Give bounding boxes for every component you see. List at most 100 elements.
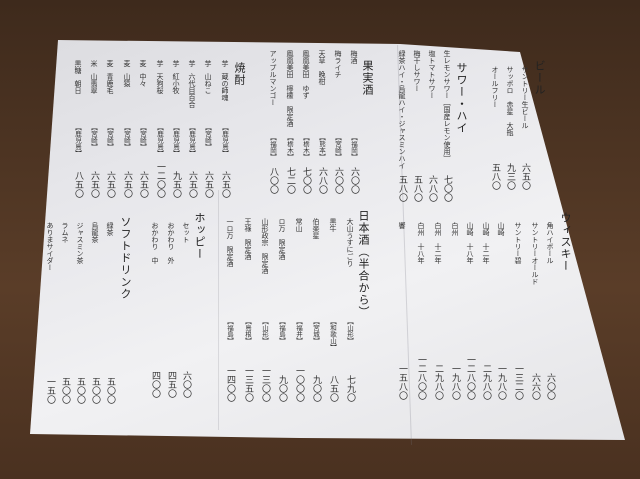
item-price: 一五八〇	[397, 364, 407, 400]
item-origin: 【宮崎】	[105, 124, 114, 150]
shochu-type: 芋	[188, 60, 196, 67]
item-name: セット	[182, 222, 190, 243]
item-origin: 【鹿児島】	[171, 124, 180, 157]
item-origin: 【福岡】	[349, 134, 358, 160]
item-name: 白州 十二年	[434, 222, 442, 264]
section-title: ウィスキー	[559, 212, 572, 272]
menu-item-name: 烏龍茶	[91, 222, 99, 243]
item-name: 天草 晩柑	[318, 50, 326, 85]
item-price: 九五〇	[171, 171, 181, 198]
item-price: 九〇〇	[277, 375, 287, 402]
menu-item-name: ロ万 限定酒	[278, 218, 286, 260]
item-price: 四〇〇	[150, 371, 160, 398]
item-origin: 【鹿児島】	[155, 124, 164, 157]
item-price: 一〇〇〇	[294, 366, 304, 402]
item-name: 白州	[451, 222, 459, 236]
menu-item-name: 白州 十八年	[417, 222, 425, 264]
item-price: 九〇〇	[311, 375, 321, 402]
menu-item-name: 芋蔵の師魂	[221, 60, 229, 101]
menu-item-name: 響	[398, 222, 406, 229]
menu-item-name: サントリー碧	[514, 222, 522, 264]
menu-item-name: 芋天狗桜	[156, 60, 164, 94]
item-name: ラムネ	[61, 222, 69, 243]
item-name: 六代目百合	[188, 73, 196, 108]
item-price: 一三二〇	[513, 364, 523, 400]
item-name: 山崎 十八年	[466, 222, 474, 264]
item-price: 六五〇	[203, 171, 213, 198]
item-name: 天狗桜	[156, 73, 164, 94]
menu-item-name: 山崎 十二年	[482, 222, 490, 264]
item-origin: 【宮崎】	[333, 134, 342, 160]
item-name: 緑茶	[106, 222, 114, 236]
item-name: おかわり 外	[167, 222, 175, 264]
item-price: 六五〇	[89, 171, 99, 198]
menu-item-name: 白州 十二年	[434, 222, 442, 264]
item-name: 大山うすにごり	[346, 218, 354, 267]
item-name: 朝日	[74, 80, 82, 94]
item-name: 鳳凰美田 ゆず	[302, 50, 310, 99]
item-origin: 【宮崎】	[203, 124, 212, 150]
item-price: 九三〇	[505, 163, 515, 190]
item-origin: 【和歌山】	[328, 318, 337, 351]
menu-item-name: 山崎	[497, 222, 505, 236]
item-price: 五八〇	[397, 175, 407, 202]
item-name: 山翡翠	[90, 73, 98, 94]
menu-item-name: 黒糖朝日	[74, 60, 82, 94]
item-name: 常山	[295, 218, 303, 232]
paper-fold	[218, 190, 219, 430]
menu-item-name: 大山うすにごり	[346, 218, 354, 267]
item-origin: 【鹿児島】	[73, 124, 82, 157]
item-name: 烏龍茶	[91, 222, 99, 243]
menu-item-name: 梅酒	[350, 50, 358, 64]
menu-item-name: 麦中々	[139, 60, 147, 87]
item-name: 白州 十八年	[417, 222, 425, 264]
item-origin: 【福岡】	[268, 134, 277, 160]
item-price: 一二八〇〇	[465, 355, 475, 400]
menu-item-name: セット	[182, 222, 190, 243]
item-price: 一二〇〇	[155, 162, 165, 198]
item-name: サッポロ 赤星 大瓶	[506, 66, 514, 136]
item-price: 六五〇	[520, 163, 530, 190]
section-title: ソフトドリンク	[119, 216, 132, 300]
item-price: 七九〇	[345, 375, 355, 402]
menu-item-name: 白州	[451, 222, 459, 236]
item-price: 一九八〇	[496, 364, 506, 400]
item-name: おかわり 中	[151, 222, 159, 264]
menu-item-name: 山形政宗 限定酒	[261, 218, 269, 274]
item-origin: 【宮城】	[311, 318, 320, 344]
item-name: 山崎	[497, 222, 505, 236]
item-price: 五〇〇	[60, 377, 70, 404]
item-origin: 【山形】	[260, 318, 269, 344]
item-price: 六八〇	[317, 167, 327, 194]
menu-item-name: サントリーオールド	[531, 222, 539, 285]
item-price: 六〇〇	[333, 167, 343, 194]
item-origin: 【栃木】	[301, 134, 310, 160]
menu-item-name: 天草 晩柑	[318, 50, 326, 85]
menu-item-name: 塩トマトサワー	[428, 50, 436, 99]
menu-item-name: 緑茶	[106, 222, 114, 236]
item-name: ジャスミン茶	[76, 222, 84, 264]
item-price: 一三〇〇	[260, 366, 270, 402]
item-price: 五八〇	[490, 163, 500, 190]
item-price: 一二八〇〇	[416, 355, 426, 400]
item-price: 五八〇	[412, 175, 422, 202]
item-price: 五〇〇	[105, 377, 115, 404]
item-name: 蔵の師魂	[221, 73, 229, 101]
item-price: 七二〇	[285, 167, 295, 194]
item-name: ロ万 限定酒	[278, 218, 286, 260]
item-name: サントリーオールド	[531, 222, 539, 285]
item-price: 六五〇	[220, 171, 230, 198]
menu-item-name: オールフリー	[491, 66, 499, 108]
item-name: 塩トマトサワー	[428, 50, 436, 99]
item-price: 一五〇	[45, 377, 55, 404]
item-origin: 【鹿児島】	[187, 124, 196, 157]
section-title: 日本酒（半合から）	[357, 210, 370, 318]
item-name: ありまサイダー	[46, 222, 54, 271]
menu-item-name: 芋山ねこ	[204, 60, 212, 94]
menu-item-name: 山崎 十八年	[466, 222, 474, 264]
item-name: 響	[398, 222, 406, 229]
menu-item-name: 常山	[295, 218, 303, 232]
menu-item-name: サントリー生ビール	[521, 66, 529, 129]
item-origin: 【福島】	[277, 318, 286, 344]
menu-item-name: 米山翡翠	[90, 60, 98, 94]
